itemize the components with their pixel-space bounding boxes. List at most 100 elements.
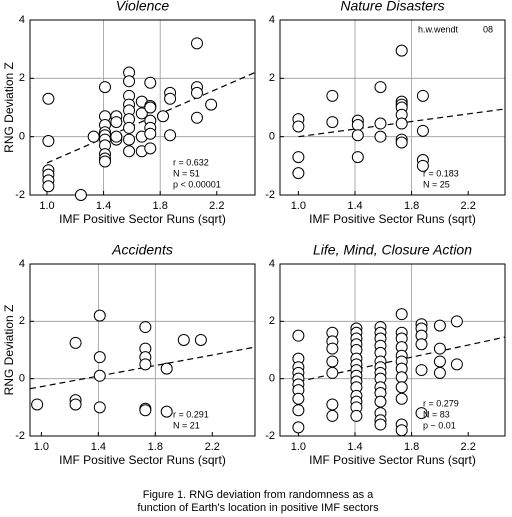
point [123, 121, 136, 134]
stat-label: r = 0.183 [423, 168, 459, 178]
stat-label: p < 0.00001 [173, 179, 221, 189]
credit: 08 [483, 24, 493, 34]
point [42, 135, 55, 148]
point [395, 424, 408, 437]
x-tick-label: 1.4 [347, 441, 362, 453]
panel: 1.0 1.4 1.8 2.2 -2 0 2 4 Nature Disasters IMF Pos… [265, 0, 506, 226]
caption: function of Earth's location in positive… [137, 502, 379, 514]
point [292, 421, 305, 434]
y-tick-label: 4 [269, 258, 275, 270]
point [190, 111, 203, 124]
point [415, 338, 428, 351]
point [157, 110, 170, 123]
stat-label: p ~ 0.01 [423, 420, 456, 430]
panel: 1.0 1.4 1.8 2.2 -2 0 2 4 Violence IMF Positive Se… [2, 0, 256, 226]
point [87, 130, 100, 143]
point [139, 321, 152, 334]
point [351, 151, 364, 164]
y-tick-label: 0 [269, 373, 275, 385]
point [177, 333, 190, 346]
point [326, 355, 339, 368]
point [144, 142, 157, 155]
panel: 1.0 1.4 1.8 2.2 -2 0 2 4 Life, Mind, Closure Act… [265, 242, 506, 467]
x-axis-label: IMF Positive Sector Runs (sqrt) [59, 453, 226, 467]
point [374, 117, 387, 130]
panel-title: Accidents [111, 242, 173, 258]
point [74, 189, 87, 201]
point [433, 342, 446, 355]
point [69, 398, 82, 411]
x-tick-label: 1.4 [347, 200, 362, 212]
point [416, 124, 429, 137]
point [350, 409, 363, 422]
point [433, 355, 446, 368]
panel: 1.0 1.4 1.8 2.2 -2 0 2 4 Accidents IMF Positive S… [2, 242, 256, 467]
y-axis-label: RNG Deviation Z [2, 305, 16, 396]
point [99, 81, 111, 94]
point [395, 136, 408, 149]
x-tick-label: 2.2 [205, 441, 220, 453]
point [450, 358, 463, 371]
y-tick-label: 2 [19, 315, 25, 327]
point [292, 151, 305, 164]
point [160, 405, 173, 418]
point [123, 133, 136, 146]
panel-title: Nature Disasters [340, 0, 444, 14]
panel-title: Life, Mind, Closure Action [313, 242, 472, 258]
point [123, 75, 136, 88]
point [93, 351, 106, 364]
point [205, 98, 218, 111]
point [415, 407, 428, 420]
x-tick-label: 1.8 [153, 200, 168, 212]
point [164, 92, 177, 105]
credit: h.w.wendt [418, 24, 459, 34]
point [374, 81, 387, 94]
point [292, 392, 305, 405]
point [415, 364, 428, 377]
x-tick-label: 1.8 [404, 200, 419, 212]
y-tick-label: 4 [19, 14, 25, 26]
point [351, 119, 364, 131]
point [42, 180, 55, 193]
point [395, 371, 408, 384]
point [326, 342, 339, 355]
point [374, 418, 387, 431]
point [135, 107, 148, 120]
point [416, 159, 429, 172]
point [326, 398, 339, 411]
x-tick-label: 1.0 [39, 200, 54, 212]
x-tick-label: 1.0 [34, 441, 49, 453]
y-tick-label: -2 [265, 430, 275, 442]
point [144, 127, 157, 140]
point [433, 319, 446, 332]
plot-frame [279, 263, 506, 437]
x-axis-label: IMF Positive Sector Runs (sqrt) [59, 212, 226, 226]
point [31, 398, 44, 411]
stat-label: N = 83 [423, 409, 450, 419]
point [93, 401, 106, 414]
point [110, 130, 123, 143]
point [326, 116, 339, 129]
stat-label: N = 21 [173, 420, 200, 430]
y-tick-label: 2 [269, 72, 275, 84]
y-tick-label: 0 [19, 373, 25, 385]
stat-label: r = 0.632 [173, 157, 209, 167]
point [144, 101, 157, 114]
point [99, 155, 111, 168]
x-tick-label: 1.8 [148, 441, 163, 453]
y-tick-label: 2 [19, 72, 25, 84]
x-tick-label: 2.2 [461, 200, 476, 212]
point [292, 167, 305, 180]
point [326, 366, 339, 379]
y-tick-label: 0 [19, 131, 25, 143]
y-axis-label: RNG Deviation Z [2, 62, 16, 153]
point [292, 329, 305, 342]
point [374, 130, 387, 143]
y-tick-label: -2 [15, 189, 25, 201]
y-tick-label: -2 [265, 189, 275, 201]
point [93, 309, 106, 322]
panel-title: Violence [116, 0, 170, 14]
point [292, 404, 305, 417]
